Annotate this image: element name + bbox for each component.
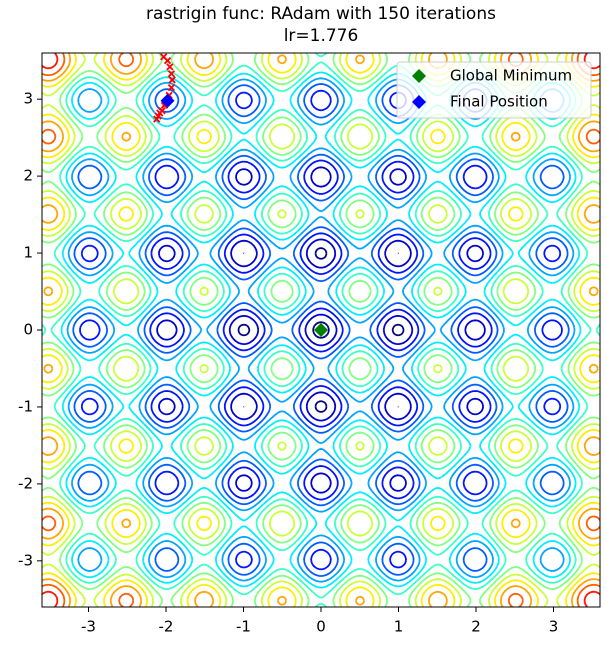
contour-line xyxy=(42,53,600,607)
contour-line xyxy=(42,53,600,607)
x-tick-label: 2 xyxy=(471,618,481,636)
trajectory-point xyxy=(156,109,164,117)
plot-area xyxy=(42,53,600,607)
x-tick-label: 3 xyxy=(549,618,559,636)
marker xyxy=(314,323,328,337)
legend-marker xyxy=(412,69,426,83)
y-tick-label: -2 xyxy=(18,474,33,492)
x-tick-label: 1 xyxy=(394,618,404,636)
trajectory-point xyxy=(168,76,176,84)
x-tick-label: -3 xyxy=(81,618,96,636)
chart-title: rastrigin func: RAdam with 150 iteration… xyxy=(146,4,496,24)
contour-line xyxy=(156,166,486,494)
trajectory-point xyxy=(153,115,161,123)
contour-line xyxy=(60,71,582,589)
x-tick-label: 0 xyxy=(316,618,326,636)
legend-label: Global Minimum xyxy=(450,67,572,85)
contour-line xyxy=(237,247,405,413)
y-tick-label: -3 xyxy=(18,551,33,569)
contour-line xyxy=(42,53,600,607)
trajectory-point xyxy=(163,57,172,65)
marker xyxy=(160,93,175,108)
y-tick-label: 0 xyxy=(23,321,33,339)
trajectory-point xyxy=(166,63,174,71)
trajectory-point xyxy=(167,83,176,92)
y-tick-label: -1 xyxy=(18,397,33,415)
x-tick-label: -2 xyxy=(159,618,174,636)
x-tick-label: -1 xyxy=(236,618,251,636)
contour-line xyxy=(72,83,570,577)
legend-label: Final Position xyxy=(450,93,548,111)
chart-subtitle: lr=1.776 xyxy=(284,26,359,46)
y-tick-label: 3 xyxy=(23,90,33,108)
y-tick-label: 1 xyxy=(23,244,33,262)
legend-box xyxy=(396,61,592,119)
trajectory-point xyxy=(167,70,176,78)
y-tick-label: 2 xyxy=(23,167,33,185)
contour-line xyxy=(66,77,576,583)
legend-marker xyxy=(412,95,426,109)
contour-line xyxy=(42,53,600,607)
contour-line xyxy=(79,89,563,571)
